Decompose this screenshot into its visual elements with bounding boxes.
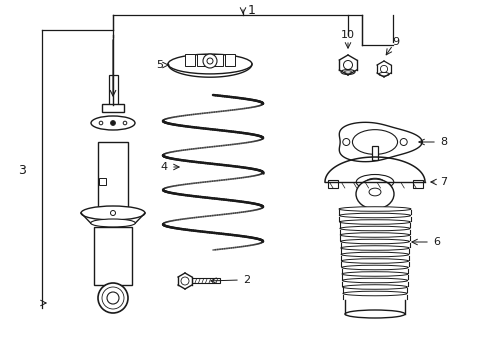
- Bar: [327, 180, 337, 188]
- Ellipse shape: [340, 246, 408, 250]
- Ellipse shape: [342, 291, 407, 296]
- Ellipse shape: [340, 69, 354, 75]
- Ellipse shape: [340, 233, 409, 237]
- Text: 4: 4: [161, 162, 168, 172]
- Bar: [192, 278, 220, 283]
- Ellipse shape: [90, 219, 135, 227]
- Text: 2: 2: [243, 275, 250, 285]
- Ellipse shape: [341, 259, 408, 263]
- Bar: [109, 75, 118, 105]
- FancyBboxPatch shape: [102, 104, 124, 112]
- Ellipse shape: [340, 239, 408, 244]
- Circle shape: [110, 121, 115, 126]
- Bar: [184, 54, 195, 66]
- Text: 7: 7: [439, 177, 446, 187]
- Ellipse shape: [342, 285, 407, 289]
- Circle shape: [98, 283, 128, 313]
- Text: 5: 5: [156, 60, 163, 70]
- Ellipse shape: [341, 265, 407, 270]
- Ellipse shape: [339, 220, 409, 224]
- Ellipse shape: [345, 310, 404, 318]
- Ellipse shape: [168, 54, 251, 74]
- Ellipse shape: [338, 207, 410, 211]
- Text: 3: 3: [18, 163, 26, 176]
- Ellipse shape: [342, 278, 407, 283]
- Ellipse shape: [339, 213, 410, 218]
- Ellipse shape: [368, 188, 380, 196]
- Ellipse shape: [341, 252, 408, 257]
- Bar: [94, 227, 132, 285]
- Text: 10: 10: [340, 30, 354, 40]
- Bar: [371, 146, 377, 160]
- Ellipse shape: [81, 206, 145, 220]
- Bar: [224, 54, 235, 66]
- Bar: [412, 180, 422, 188]
- Bar: [98, 142, 128, 215]
- Circle shape: [203, 54, 217, 68]
- Text: 1: 1: [247, 4, 255, 17]
- Bar: [99, 178, 106, 185]
- Bar: [197, 54, 206, 66]
- Text: 6: 6: [432, 237, 439, 247]
- Bar: [213, 54, 223, 66]
- Text: 9: 9: [391, 37, 398, 47]
- Ellipse shape: [341, 272, 407, 276]
- Ellipse shape: [355, 179, 393, 209]
- Ellipse shape: [378, 72, 388, 76]
- Ellipse shape: [339, 226, 409, 231]
- Text: 8: 8: [439, 137, 446, 147]
- Ellipse shape: [91, 116, 135, 130]
